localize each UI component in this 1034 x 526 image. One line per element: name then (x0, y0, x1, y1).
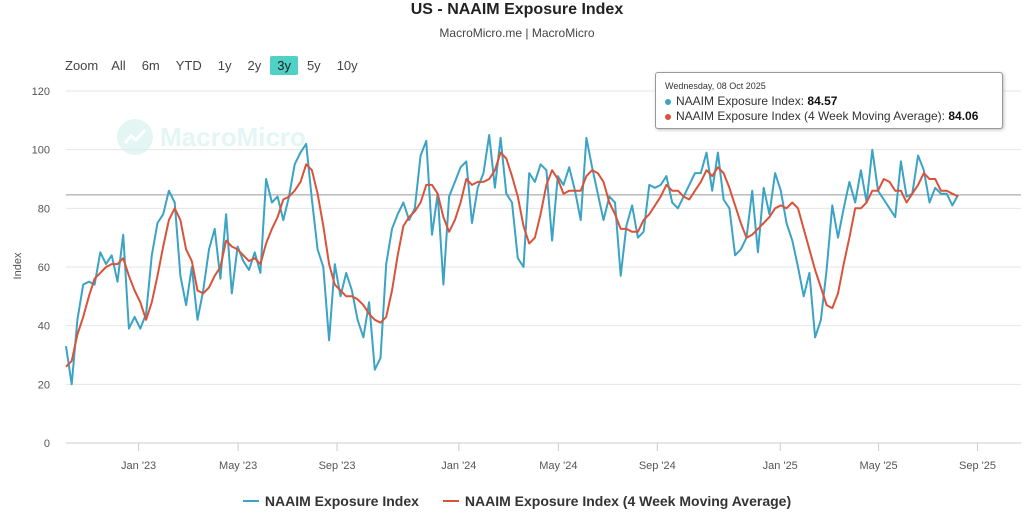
legend-swatch-index (242, 500, 259, 502)
x-axis-ticks: Jan '23 May '23 Sep '23 Jan '24 May '24 Sep '… (121, 443, 996, 472)
y-tick-label: 60 (38, 262, 50, 274)
tooltip-dot-index (665, 98, 671, 105)
range-selector: Zoom All 6m YTD 1y 2y 3y 5y 10y (60, 56, 367, 75)
range-button-1y[interactable]: 1y (217, 58, 232, 73)
y-tick-label: 120 (32, 86, 50, 98)
chart-title: US - NAAIM Exposure Index (410, 1, 624, 18)
tooltip: Wednesday, 08 Oct 2025 NAAIM Exposure In… (655, 72, 1003, 129)
series-lines (65, 134, 959, 386)
x-tick-label: Sep '23 (319, 460, 356, 472)
legend: NAAIM Exposure Index NAAIM Exposure Inde… (0, 493, 1034, 509)
tooltip-row-ma: NAAIM Exposure Index (4 Week Moving Aver… (665, 109, 978, 123)
range-button-2y[interactable]: 2y (247, 58, 262, 73)
tooltip-label-index: NAAIM Exposure Index: (676, 94, 808, 108)
y-tick-label: 20 (38, 379, 50, 391)
tooltip-value-index: 84.57 (807, 94, 838, 108)
tooltip-date: Wednesday, 08 Oct 2025 (665, 81, 766, 91)
y-axis-ticks: 0 20 40 60 80 100 120 (32, 86, 50, 450)
series-line-ma[interactable] (65, 151, 959, 368)
x-tick-label: Sep '25 (959, 460, 996, 472)
legend-label-ma: NAAIM Exposure Index (4 Week Moving Aver… (464, 493, 792, 509)
watermark-logo-icon (117, 119, 153, 155)
legend-label-index: NAAIM Exposure Index (264, 493, 419, 509)
range-button-6m[interactable]: 6m (141, 58, 160, 73)
zoom-label: Zoom (65, 58, 99, 73)
y-tick-label: 80 (38, 203, 50, 215)
range-button-5y[interactable]: 5y (306, 58, 321, 73)
watermark: MacroMicro (116, 118, 306, 156)
x-tick-label: May '25 (860, 460, 898, 472)
y-tick-label: 40 (38, 321, 50, 333)
x-tick-label: Jan '24 (441, 460, 476, 472)
range-button-10y[interactable]: 10y (336, 58, 358, 73)
x-tick-label: Jan '23 (121, 460, 156, 472)
y-axis-label: Index (12, 252, 24, 279)
range-button-ytd[interactable]: YTD (175, 58, 202, 73)
x-tick-label: May '23 (219, 460, 257, 472)
range-button-all[interactable]: All (111, 58, 126, 73)
tooltip-label-ma: NAAIM Exposure Index (4 Week Moving Aver… (676, 109, 949, 123)
legend-item-index[interactable]: NAAIM Exposure Index (242, 493, 419, 509)
tooltip-dot-ma (665, 113, 671, 120)
x-tick-label: Jan '25 (763, 460, 798, 472)
legend-item-ma[interactable]: NAAIM Exposure Index (4 Week Moving Aver… (442, 493, 792, 509)
tooltip-row-index: NAAIM Exposure Index: 84.57 (665, 94, 837, 108)
y-tick-label: 100 (32, 145, 50, 157)
chart-subtitle: MacroMicro.me | MacroMicro (439, 26, 595, 40)
series-line-index[interactable] (65, 134, 959, 386)
legend-swatch-ma (442, 500, 459, 502)
tooltip-value-ma: 84.06 (948, 109, 979, 123)
grid-lines (66, 90, 1021, 444)
y-tick-label: 0 (44, 438, 50, 450)
range-button-3y[interactable]: 3y (270, 56, 298, 75)
x-tick-label: Sep '24 (639, 460, 676, 472)
watermark-text: MacroMicro (160, 121, 306, 152)
x-tick-label: May '24 (539, 460, 577, 472)
